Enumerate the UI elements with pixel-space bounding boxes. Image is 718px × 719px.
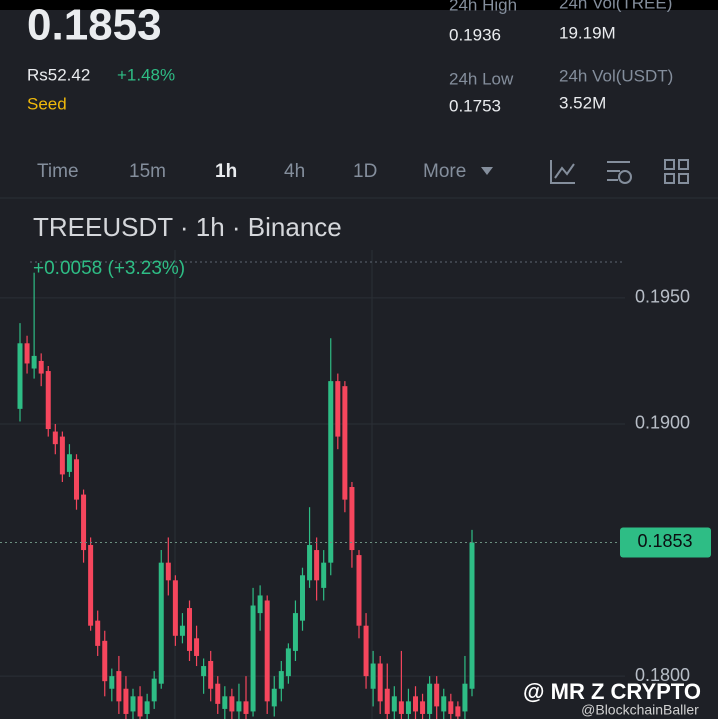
candle-body — [229, 696, 235, 712]
watermark: @ MR Z CRYPTO — [523, 679, 701, 704]
candle-body — [102, 640, 108, 682]
tag: Seed — [27, 94, 67, 113]
candle-body — [24, 343, 30, 364]
candle-body — [398, 701, 404, 714]
candle-body — [165, 562, 171, 581]
candle-body — [441, 696, 447, 712]
candle-body — [321, 562, 327, 588]
candle-body — [222, 696, 228, 709]
dropdown-arrow[interactable] — [481, 167, 493, 175]
candle-body — [194, 638, 200, 656]
candle-body — [377, 663, 383, 702]
candle-body — [187, 608, 192, 651]
candle-body — [370, 663, 376, 689]
candle-body — [462, 683, 468, 712]
last-price-tag — [620, 527, 711, 558]
candle-body — [45, 371, 51, 430]
candle-body — [151, 678, 157, 702]
tab[interactable]: 4h — [284, 161, 305, 182]
candle-body — [208, 661, 214, 689]
last-price-label: 0.1853 — [637, 531, 692, 551]
chart-subtitle: +0.0058 (+3.23%) — [33, 258, 185, 279]
candle-body — [38, 360, 44, 374]
candle-body — [137, 696, 143, 717]
candle-body — [434, 683, 440, 707]
y-tick-label: 0.1900 — [635, 413, 690, 433]
candle-body — [349, 487, 355, 551]
candle-body — [278, 671, 284, 689]
candle-body — [215, 683, 221, 704]
candle-body — [144, 701, 150, 714]
status-bar — [0, 0, 718, 10]
candle-body — [335, 381, 341, 437]
candle-body — [158, 562, 164, 684]
stat-label: 24h Low — [449, 69, 514, 88]
candle-body — [363, 625, 369, 677]
candle-body — [314, 550, 320, 581]
candle-body — [384, 688, 390, 714]
tab[interactable]: Time — [37, 161, 79, 182]
candle-body — [179, 625, 185, 636]
watermark-sub: @BlockchainBaller — [581, 702, 699, 718]
candle-body — [300, 575, 305, 621]
tab-active[interactable]: 1h — [215, 161, 237, 182]
candle-body — [172, 580, 178, 636]
candle-body — [391, 696, 397, 712]
candle-body — [448, 701, 454, 714]
candle-body — [201, 666, 207, 677]
candle-body — [413, 696, 418, 712]
candle-body — [328, 381, 334, 563]
candle-body — [74, 459, 79, 500]
toolbar-icons[interactable] — [550, 159, 689, 184]
candle-body — [271, 688, 277, 707]
stat-value: 0.1936 — [449, 25, 501, 44]
stat-label: 24h Vol(TREE) — [559, 0, 672, 12]
fiat-price: Rs52.42 — [27, 65, 90, 84]
candle-body — [236, 701, 242, 712]
candle-body — [264, 600, 270, 702]
candle-body — [116, 671, 122, 702]
candle-body — [307, 545, 313, 581]
tab[interactable]: 1D — [353, 161, 377, 182]
candle-body — [52, 431, 58, 445]
y-tick-label: 0.1950 — [635, 287, 690, 307]
candle-body — [81, 494, 87, 551]
candle-body — [59, 436, 65, 475]
stat-value: 0.1753 — [449, 96, 501, 115]
candle-body — [356, 555, 362, 626]
candle-body — [17, 343, 23, 409]
candle-body — [250, 605, 256, 712]
candle-body — [95, 620, 101, 646]
stat-value: 3.52M — [559, 93, 606, 112]
candle-body — [405, 701, 411, 714]
candle-body — [469, 542, 475, 689]
candle-body — [130, 696, 136, 712]
candle-body — [109, 676, 115, 689]
candle-body — [427, 683, 433, 714]
chart-title: TREEUSDT · 1h · Binance — [33, 212, 342, 242]
stat-value: 19.19M — [559, 23, 616, 42]
candle-body — [66, 454, 72, 472]
candle-body — [88, 545, 94, 626]
y-tick-label: 0.1800 — [635, 665, 690, 685]
candle-body — [455, 706, 461, 717]
candle-body — [342, 386, 348, 500]
candle-body — [31, 355, 37, 369]
candle-body — [285, 648, 291, 677]
candle-body — [420, 701, 426, 714]
change: +1.48% — [117, 65, 175, 84]
candle-body — [243, 701, 249, 714]
tab[interactable]: 15m — [129, 161, 166, 182]
tab[interactable]: More — [423, 161, 466, 182]
stat-label: 24h High — [449, 0, 517, 14]
candle-body — [257, 595, 263, 614]
stat-label: 24h Vol(USDT) — [559, 66, 673, 85]
candle-body — [123, 688, 129, 714]
candle-body — [292, 613, 298, 651]
price: 0.1853 — [27, 1, 162, 50]
